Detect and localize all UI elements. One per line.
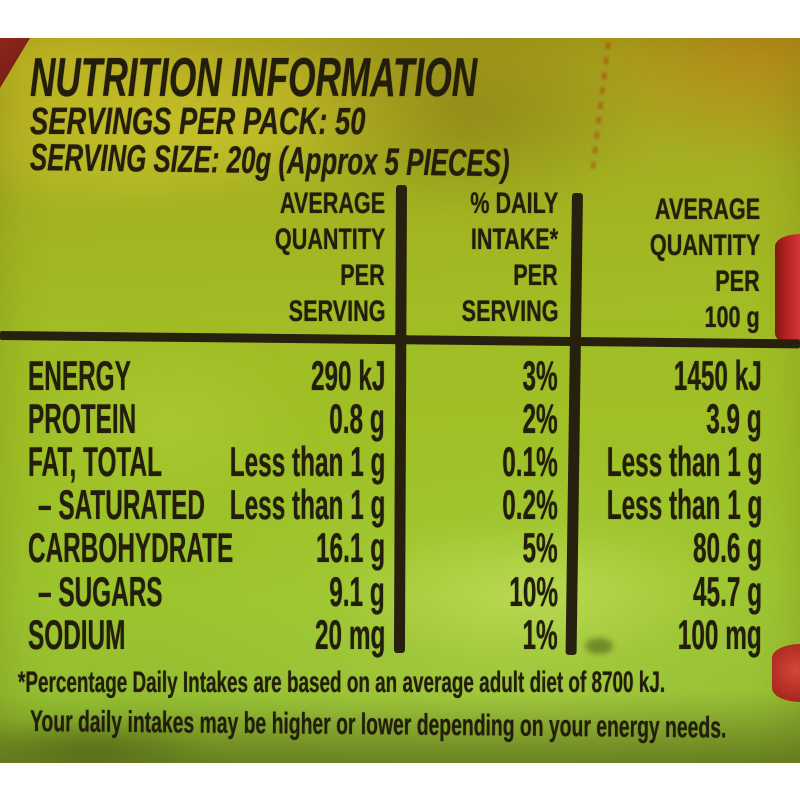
nutrient-name: – SATURATED <box>38 481 205 528</box>
header-per-serving-line: AVERAGE <box>279 187 385 220</box>
nutrient-name: CARBOHYDRATE <box>28 524 234 571</box>
header-per-100g-line: PER <box>715 265 760 298</box>
header-per-serving-line: QUANTITY <box>274 223 385 256</box>
table-row-energy: ENERGY 290 kJ 3% 1450 kJ <box>0 354 800 397</box>
header-per-serving-line: SERVING <box>288 295 385 328</box>
nutrient-name: SODIUM <box>28 611 126 658</box>
red-corner-graphic <box>0 38 30 88</box>
value-per-100g: Less than 1 g <box>606 438 762 485</box>
value-daily-intake: 5% <box>522 524 558 571</box>
value-per-100g: 45.7 g <box>692 568 762 615</box>
header-per-100g-line: QUANTITY <box>649 229 760 262</box>
table-row-sugars: – SUGARS 9.1 g 10% 45.7 g <box>0 570 800 613</box>
value-per-100g: 3.9 g <box>706 395 762 442</box>
value-daily-intake: 10% <box>509 568 558 615</box>
value-per-serving: 20 mg <box>314 611 385 658</box>
header-per-100g-line: 100 g <box>704 301 760 334</box>
value-daily-intake: 3% <box>522 352 558 399</box>
header-daily-intake-line: % DAILY <box>469 187 558 220</box>
value-daily-intake: 2% <box>522 395 558 442</box>
value-per-100g: 1450 kJ <box>673 352 762 399</box>
table-row-sodium: SODIUM 20 mg 1% 100 mg <box>0 613 800 656</box>
value-per-serving: Less than 1 g <box>229 438 385 485</box>
nutrient-name: PROTEIN <box>28 395 137 442</box>
table-row-protein: PROTEIN 0.8 g 2% 3.9 g <box>0 397 800 440</box>
header-per-100g-line: AVERAGE <box>654 193 760 226</box>
value-per-serving: 9.1 g <box>329 568 385 615</box>
footnote-line-1: *Percentage Daily Intakes are based on a… <box>18 666 666 699</box>
red-print-streak <box>590 42 611 170</box>
value-per-serving: 16.1 g <box>315 524 385 571</box>
value-per-100g: 80.6 g <box>692 524 762 571</box>
servings-per-pack: SERVINGS PER PACK: 50 <box>30 101 366 143</box>
value-per-100g: Less than 1 g <box>606 481 762 528</box>
nutrient-name: FAT, TOTAL <box>28 438 162 485</box>
header-daily-intake-line: SERVING <box>461 295 558 328</box>
value-per-serving: Less than 1 g <box>229 481 385 528</box>
table-row-saturated: – SATURATED Less than 1 g 0.2% Less than… <box>0 483 800 526</box>
table-row-carbohydrate: CARBOHYDRATE 16.1 g 5% 80.6 g <box>0 526 800 569</box>
value-per-serving: 0.8 g <box>329 395 385 442</box>
serving-size: SERVING SIZE: 20g (Approx 5 PIECES) <box>29 137 510 186</box>
value-per-serving: 290 kJ <box>310 352 385 399</box>
header-per-serving-line: PER <box>340 259 385 292</box>
value-per-100g: 100 mg <box>678 611 762 658</box>
nutrient-name: ENERGY <box>28 352 131 399</box>
header-daily-intake-line: PER <box>513 259 558 292</box>
nutrient-name: – SUGARS <box>38 568 163 615</box>
value-daily-intake: 1% <box>522 611 558 658</box>
table-row-fat-total: FAT, TOTAL Less than 1 g 0.1% Less than … <box>0 440 800 483</box>
footnote-line-2: Your daily intakes may be higher or lowe… <box>29 705 727 745</box>
value-daily-intake: 0.2% <box>502 481 558 528</box>
value-daily-intake: 0.1% <box>502 438 558 485</box>
red-graphic-right-edge <box>775 234 800 346</box>
header-daily-intake-line: INTAKE* <box>470 223 558 256</box>
nutrition-title: NUTRITION INFORMATION <box>30 46 478 108</box>
